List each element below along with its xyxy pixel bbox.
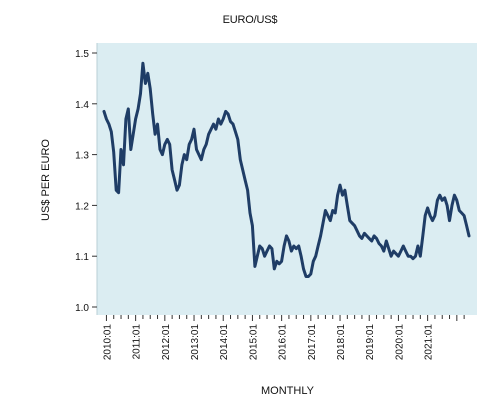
plot-area <box>97 43 477 315</box>
x-tick-label: 2015:01 <box>248 324 259 361</box>
y-tick-label: 1.1 <box>75 252 89 263</box>
x-tick-label: 2016:01 <box>278 324 289 361</box>
x-axis-label: MONTHLY <box>261 385 314 397</box>
x-tick-label: 2017:01 <box>307 324 318 361</box>
x-tick-label: 2012:01 <box>161 324 172 361</box>
y-tick-label: 1.0 <box>75 303 89 314</box>
x-tick-label: 2021:01 <box>424 324 435 361</box>
x-tick-label: 2019:01 <box>365 324 376 361</box>
series-line <box>102 61 471 278</box>
chart-title: EURO/US$ <box>222 14 278 26</box>
x-tick-label: 2010:01 <box>102 324 113 361</box>
y-tick-label: 1.4 <box>75 100 89 111</box>
y-tick-label: 1.2 <box>75 201 89 212</box>
x-tick-label: 2020:01 <box>394 324 405 361</box>
x-tick-label: 2011:01 <box>132 324 143 360</box>
x-tick-label: 2013:01 <box>190 324 201 361</box>
y-tick-label: 1.5 <box>75 49 89 60</box>
x-tick-label: 2014:01 <box>219 324 230 361</box>
x-tick-label: 2018:01 <box>336 324 347 361</box>
y-tick-label: 1.3 <box>75 151 89 162</box>
